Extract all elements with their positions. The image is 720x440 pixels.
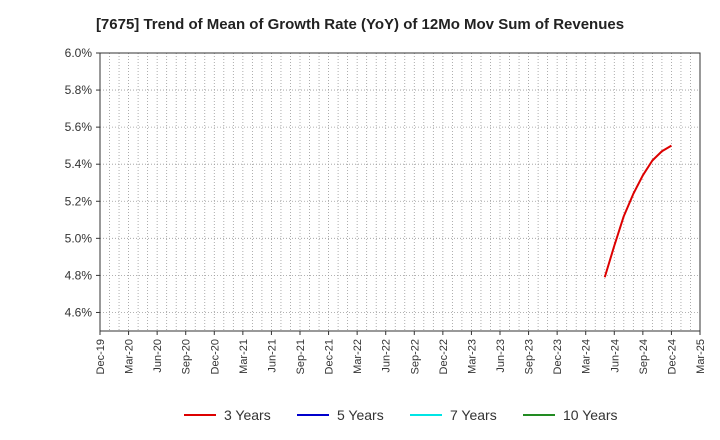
series-line-3-years bbox=[603, 144, 672, 278]
x-tick-label: Mar-25 bbox=[695, 339, 707, 374]
x-tick-label: Sep-24 bbox=[638, 339, 650, 374]
series-lines bbox=[603, 144, 672, 278]
y-tick-label: 5.6% bbox=[65, 120, 93, 134]
x-tick-label: Dec-23 bbox=[552, 339, 564, 374]
x-tick-label: Mar-24 bbox=[581, 339, 593, 374]
x-tick-label: Dec-22 bbox=[438, 339, 450, 374]
x-tick-label: Mar-20 bbox=[124, 339, 136, 374]
plot-frame bbox=[99, 52, 701, 332]
x-tick-label: Jun-24 bbox=[609, 339, 621, 373]
x-tick-label: Jun-20 bbox=[152, 339, 164, 373]
y-tick-label: 5.8% bbox=[65, 83, 93, 97]
y-tick-label: 4.8% bbox=[65, 268, 93, 282]
y-tick-label: 5.4% bbox=[65, 157, 93, 171]
x-tick-label: Jun-23 bbox=[495, 339, 507, 373]
legend-label: 7 Years bbox=[450, 407, 497, 423]
y-tick-label: 6.0% bbox=[65, 46, 93, 60]
y-tick-label: 4.6% bbox=[65, 305, 93, 319]
x-tick-label: Dec-21 bbox=[324, 339, 336, 374]
y-tick-label: 5.2% bbox=[65, 194, 93, 208]
plot-background bbox=[100, 53, 700, 331]
grid-lines bbox=[100, 52, 700, 331]
x-tick-label: Mar-22 bbox=[352, 339, 364, 374]
y-tick-label: 5.0% bbox=[65, 231, 93, 245]
plot-area bbox=[100, 53, 700, 331]
legend: 3 Years 5 Years 7 Years 10 Years bbox=[184, 407, 618, 423]
x-tick-label: Jun-22 bbox=[381, 339, 393, 373]
x-tick-label: Dec-24 bbox=[666, 339, 678, 374]
x-tick-label: Jun-21 bbox=[266, 339, 278, 373]
x-tick-label: Mar-23 bbox=[466, 339, 478, 374]
x-tick-label: Dec-20 bbox=[209, 339, 221, 374]
x-tick-label: Sep-20 bbox=[181, 339, 193, 374]
x-tick-label: Sep-23 bbox=[524, 339, 536, 374]
x-tick-label: Sep-22 bbox=[409, 339, 421, 374]
x-tick-label: Dec-19 bbox=[95, 339, 107, 374]
legend-label: 3 Years bbox=[224, 407, 271, 423]
legend-label: 5 Years bbox=[337, 407, 384, 423]
legend-label: 10 Years bbox=[563, 407, 618, 423]
chart-title: [7675] Trend of Mean of Growth Rate (YoY… bbox=[95, 16, 625, 33]
x-tick-label: Mar-21 bbox=[238, 339, 250, 374]
x-tick-label: Sep-21 bbox=[295, 339, 307, 374]
axes: Dec-19 Mar-20 Jun-20 Sep-20 Dec-20 Mar-21 Jun-… bbox=[65, 46, 707, 374]
